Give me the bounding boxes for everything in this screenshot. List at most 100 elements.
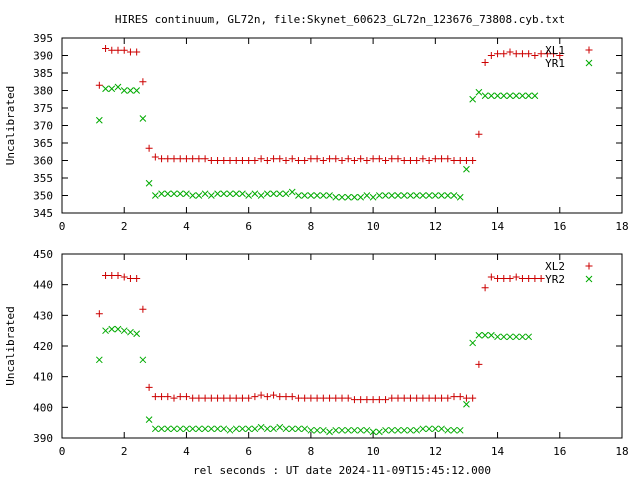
data-point-cross [207,425,215,433]
data-point-plus [276,155,284,163]
data-point-plus [114,271,122,279]
data-point-plus [164,155,172,163]
data-point-plus [313,394,321,402]
data-point-plus [195,394,203,402]
data-point-plus [214,394,222,402]
data-point-plus [425,394,433,402]
data-point-cross [307,426,315,434]
data-point-cross [338,426,346,434]
data-point-plus [400,157,408,164]
data-point-cross [214,190,221,198]
data-point-plus [326,394,334,402]
data-point-plus [201,155,209,163]
y-tick-label: 400 [33,401,53,414]
data-point-plus [531,275,539,283]
data-point-plus [344,155,352,163]
data-point-plus [512,50,520,58]
data-point-cross [444,426,452,434]
data-point-plus [214,157,222,164]
x-tick-label: 10 [366,445,379,458]
y-tick-label: 410 [33,371,53,384]
data-point-cross [413,192,421,199]
data-point-cross [214,425,221,433]
plot-panel-1: 345 350 355 360 365 370 375 380 385 390 395 0 2 4 6 8 10… [4,32,629,233]
x-tick-label: 6 [245,445,252,458]
data-point-cross [114,83,122,91]
data-point-plus [282,157,290,164]
data-point-plus [537,275,545,283]
data-point-plus [126,275,134,283]
data-point-plus [139,78,147,86]
y-tick-label: 395 [33,32,53,45]
data-point-cross [176,190,184,198]
data-point-cross [158,425,165,433]
x-tick-label: 10 [366,220,379,233]
data-point-cross [425,425,433,433]
data-point-plus [232,394,240,402]
data-point-plus [120,273,128,281]
data-point-plus [319,394,327,402]
data-point-plus [307,155,315,163]
data-point-plus [518,275,526,283]
y-tick-label: 385 [33,67,53,80]
data-point-cross [450,192,458,199]
data-point-plus [350,157,358,164]
data-point-plus [151,393,159,401]
data-point-cross [145,179,153,187]
data-point-cross [133,87,141,94]
data-point-plus [195,155,203,163]
data-point-plus [145,144,153,152]
y-tick-label: 365 [33,137,53,150]
data-point-cross [351,426,358,434]
data-point-plus [170,394,178,402]
data-point-plus [201,394,209,402]
data-point-cross [195,425,203,433]
series-xl1 [95,45,564,164]
data-point-cross [531,92,539,100]
data-point-cross [319,426,327,434]
data-point-plus [500,275,508,283]
data-point-plus [394,155,402,163]
data-point-cross [388,192,396,199]
plot-frame [61,37,623,214]
data-point-plus [487,52,495,59]
data-point-cross [463,165,470,173]
data-point-cross [525,92,533,100]
data-point-cross [301,425,309,433]
y-tick-label: 360 [33,155,53,168]
data-point-plus [406,394,414,402]
data-point-plus [556,52,564,59]
x-tick-label: 16 [553,445,566,458]
data-point-cross [288,188,296,196]
data-point-plus [151,153,159,161]
data-point-plus [469,394,477,402]
data-point-cross [456,193,464,201]
y-tick-label: 355 [33,172,53,185]
data-point-cross [431,192,439,199]
data-point-cross [357,426,365,434]
data-point-plus [518,50,526,58]
data-point-cross [301,192,309,199]
data-point-cross [363,192,371,199]
x-tick-label: 18 [615,220,628,233]
data-point-cross [481,331,489,339]
y-tick-label: 420 [33,340,53,353]
data-point-cross [456,426,464,434]
data-point-plus [394,394,402,402]
data-point-cross [108,85,116,93]
data-point-plus [108,271,116,279]
data-point-cross [394,192,402,199]
y-tick-label: 350 [33,190,53,203]
data-point-plus [102,45,110,52]
data-point-plus [332,394,340,402]
data-point-cross [245,425,253,433]
data-point-cross [332,426,340,434]
x-tick-label: 2 [121,445,128,458]
x-tick-label: 12 [429,220,442,233]
data-point-plus [419,155,427,163]
data-point-cross [120,327,128,335]
data-point-plus [158,393,166,401]
data-point-plus [413,394,421,402]
data-point-plus [338,394,346,402]
data-point-plus [375,396,383,404]
